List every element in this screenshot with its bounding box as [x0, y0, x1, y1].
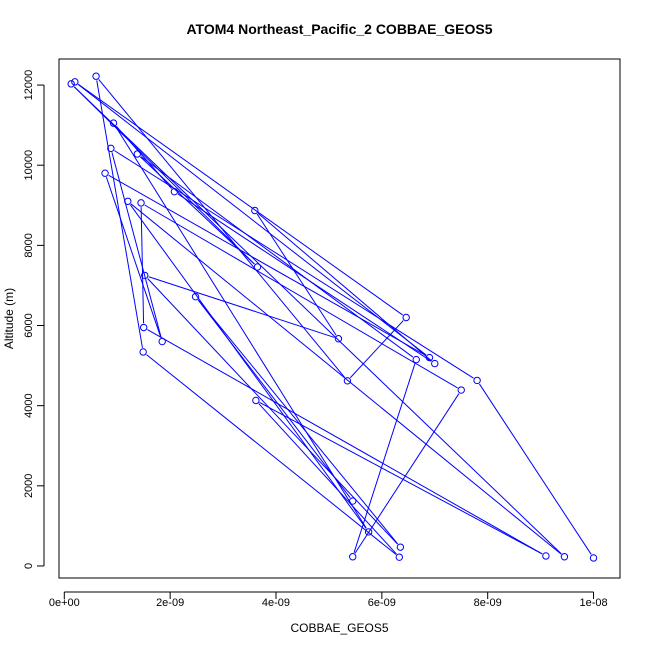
data-point	[141, 271, 149, 280]
series-segment	[256, 213, 337, 336]
series-segment	[111, 152, 162, 338]
data-point	[364, 528, 373, 536]
x-axis: 0e+00 2e-09 4e-09 6e-09 8e-09 1e-08	[49, 591, 608, 609]
data-point	[425, 353, 434, 362]
plot-frame	[58, 58, 621, 579]
data-point	[252, 396, 260, 405]
series-segment	[259, 402, 543, 555]
data-point	[334, 335, 343, 343]
series-segment	[73, 86, 562, 555]
y-tick-label: 0	[23, 563, 35, 569]
data-point	[343, 377, 352, 385]
series-segment	[140, 207, 145, 324]
x-tick-label: 2e-09	[156, 597, 184, 609]
series-segment	[258, 403, 397, 555]
series-segment	[478, 383, 592, 555]
x-tick-label: 6e-09	[368, 597, 396, 609]
data-point	[542, 552, 550, 560]
y-tick-label: 2000	[23, 474, 35, 498]
data-point	[133, 150, 142, 158]
data-point	[67, 80, 75, 88]
series-segment	[96, 80, 143, 348]
data-point	[191, 292, 200, 301]
data-point	[124, 197, 132, 205]
series-segment	[140, 156, 414, 358]
series-segment	[349, 320, 404, 379]
x-tick-label: 4e-09	[262, 597, 290, 609]
y-tick-label: 4000	[23, 393, 35, 417]
data-point	[473, 376, 481, 385]
series-segment	[148, 276, 335, 338]
data-point	[253, 263, 262, 271]
x-tick-label: 1e-08	[579, 597, 607, 609]
data-point	[107, 144, 115, 153]
data-point	[395, 553, 404, 561]
series-segment	[115, 126, 367, 529]
x-tick-label: 8e-09	[474, 597, 502, 609]
series-segment	[105, 177, 162, 338]
series-segment	[354, 393, 460, 554]
data-point	[402, 313, 410, 322]
series-segment	[197, 299, 351, 499]
y-axis-label: Altitude (m)	[2, 288, 16, 349]
series-segment	[353, 363, 416, 553]
data-point	[396, 543, 405, 551]
series-segment	[197, 299, 399, 545]
y-tick-label: 12000	[23, 70, 35, 101]
data-point	[92, 72, 100, 80]
series-segment	[130, 203, 562, 555]
series-segment	[129, 204, 367, 529]
data-point	[349, 497, 357, 505]
data-point	[139, 323, 148, 332]
data-point	[431, 359, 439, 368]
series-segment	[147, 329, 543, 555]
series-segment	[77, 84, 427, 356]
y-axis: 0 2000 4000 6000 8000 10000 12000	[23, 70, 45, 569]
series-segment	[144, 204, 458, 389]
y-tick-label: 8000	[23, 233, 35, 257]
data-point	[158, 337, 166, 346]
series-segment	[115, 125, 172, 189]
data-point	[139, 348, 147, 356]
data-point	[560, 553, 569, 561]
series-layer	[67, 72, 598, 562]
data-point	[457, 386, 465, 394]
data-point	[137, 199, 145, 207]
series-segment	[73, 86, 255, 265]
data-point	[170, 187, 179, 196]
series-segment	[108, 174, 427, 356]
data-point	[251, 206, 259, 215]
chart-title: ATOM4 Northeast_Pacific_2 COBBAE_GEOS5	[186, 21, 492, 37]
data-point	[589, 554, 598, 562]
series-segment	[146, 354, 397, 555]
x-axis-label: COBBAE_GEOS5	[290, 621, 388, 635]
series-segment	[78, 83, 404, 316]
data-point	[109, 119, 118, 127]
series-segment	[177, 193, 432, 362]
data-point	[349, 553, 357, 561]
x-tick-label: 0e+00	[49, 597, 80, 609]
data-point	[101, 169, 109, 177]
y-tick-label: 6000	[23, 313, 35, 337]
data-point	[412, 355, 420, 364]
data-point	[71, 78, 79, 86]
series-segment	[257, 212, 432, 362]
y-tick-label: 10000	[23, 150, 35, 181]
